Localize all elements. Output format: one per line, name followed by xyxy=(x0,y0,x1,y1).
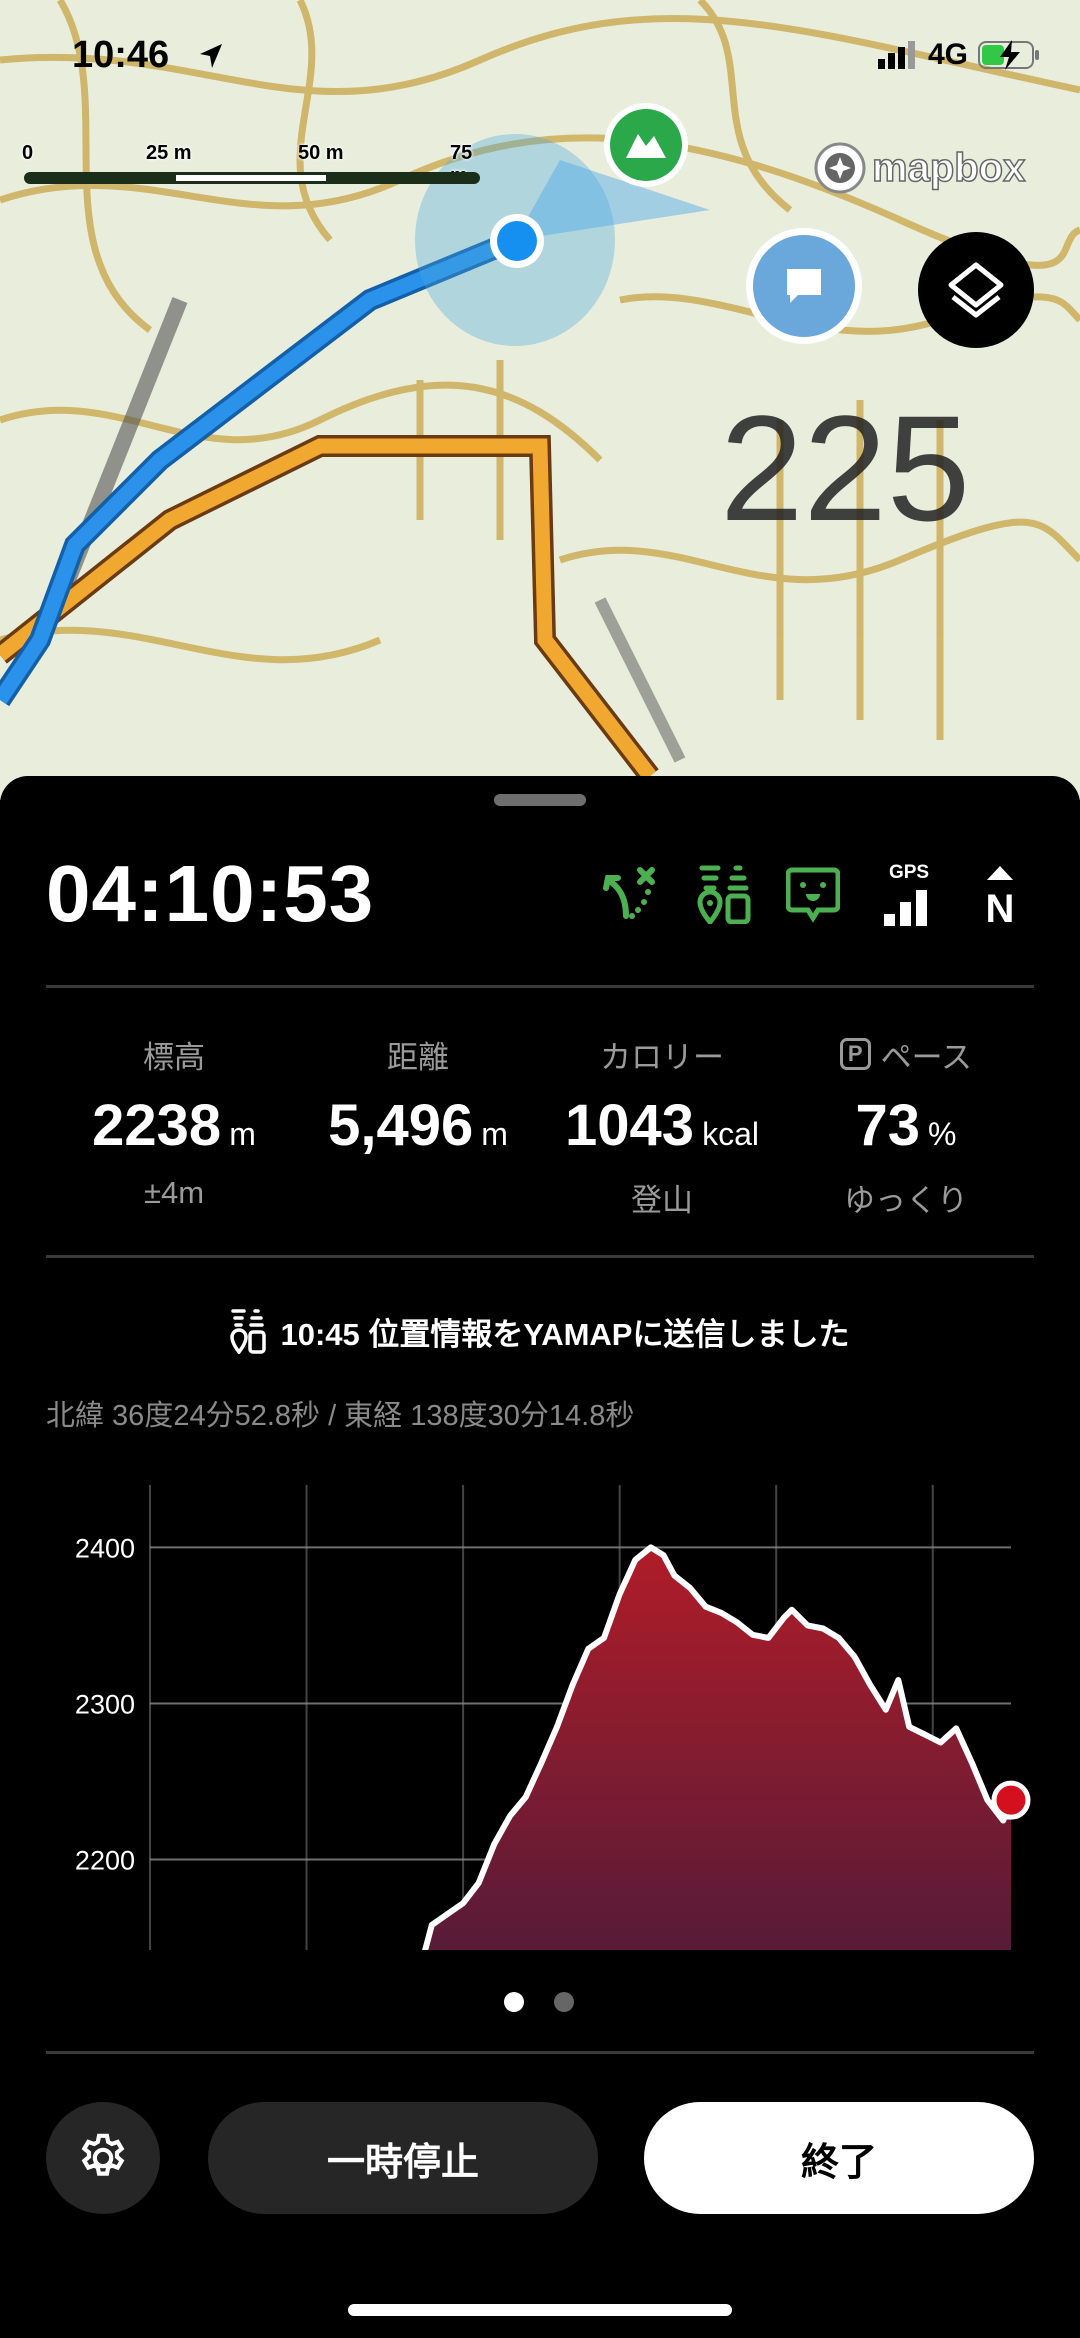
settings-button[interactable] xyxy=(46,2102,160,2214)
gear-icon xyxy=(81,2133,125,2176)
chat-face-icon[interactable] xyxy=(786,866,840,924)
svg-text:N: N xyxy=(986,887,1015,924)
map-canvas: 225 xyxy=(0,0,1080,783)
battery-charging-icon xyxy=(978,40,1039,70)
y-tick-label: 2200 xyxy=(75,1845,135,1875)
mountain-icon xyxy=(610,109,682,181)
layers-icon xyxy=(948,262,1004,318)
network-type: 4G xyxy=(927,38,968,71)
divider xyxy=(46,2051,1034,2054)
current-position-marker xyxy=(991,1780,1031,1820)
route-icon[interactable] xyxy=(602,866,662,922)
stat-altitude: 標高 2238 m ±4m xyxy=(92,1039,256,1211)
finish-button[interactable]: 終了 xyxy=(644,2102,1034,2214)
page-indicator[interactable] xyxy=(504,1992,574,2012)
heading-cone xyxy=(515,160,710,240)
coordinates: 北緯 36度24分52.8秒 / 東経 138度30分14.8秒 xyxy=(46,1400,635,1432)
map-layers-button[interactable] xyxy=(918,232,1034,348)
y-tick-label: 2400 xyxy=(75,1533,135,1563)
divider xyxy=(46,985,1034,988)
map-view[interactable]: 225 10:46 4G 0 25 m 50 m 75 m mapbox xyxy=(0,0,1080,800)
status-indicators: 4G xyxy=(877,38,1040,72)
page-dot[interactable] xyxy=(554,1992,574,2012)
cellular-signal-icon xyxy=(877,41,915,69)
location-share-icon[interactable] xyxy=(696,864,752,924)
tracking-sheet xyxy=(0,776,1080,2338)
stat-calories: カロリー 1043 kcal 登山 xyxy=(565,1039,759,1219)
mapbox-logo: mapbox xyxy=(812,140,1026,196)
pause-button[interactable]: 一時停止 xyxy=(208,2102,598,2214)
stat-distance: 距離 5,496 m xyxy=(328,1039,508,1159)
map-scale-bar: 0 25 m 50 m 75 m xyxy=(22,142,482,192)
divider xyxy=(46,1255,1034,1258)
stat-pace[interactable]: P ペース 73% ゆっくり xyxy=(784,1030,1028,1218)
location-share-icon xyxy=(230,1309,267,1354)
elapsed-time: 04:10:53 xyxy=(46,849,375,938)
y-tick-label: 2300 xyxy=(75,1689,135,1719)
north-compass-icon[interactable]: N xyxy=(982,864,1018,924)
page-dot-active[interactable] xyxy=(504,1992,524,2012)
status-time: 10:46 xyxy=(72,34,170,76)
contour-label: 225 xyxy=(720,384,970,552)
location-arrow-icon xyxy=(200,44,222,68)
elevation-chart[interactable]: 1.02.03.04.05.0km20002100220023002400 xyxy=(0,1460,1080,1950)
elevation-area xyxy=(425,1547,1011,1950)
chat-bubble-icon xyxy=(753,235,855,337)
pace-badge-icon: P xyxy=(839,1038,871,1070)
chat-button[interactable] xyxy=(746,228,862,344)
gps-label: GPS xyxy=(888,862,930,883)
summit-marker[interactable] xyxy=(604,103,688,187)
elevation-line xyxy=(422,1544,1014,1950)
sheet-drag-handle[interactable] xyxy=(494,794,586,806)
location-sent-message: 10:45 位置情報をYAMAPに送信しました xyxy=(0,1308,1080,1354)
home-indicator[interactable] xyxy=(348,2304,732,2316)
gps-signal-icon xyxy=(884,890,927,926)
